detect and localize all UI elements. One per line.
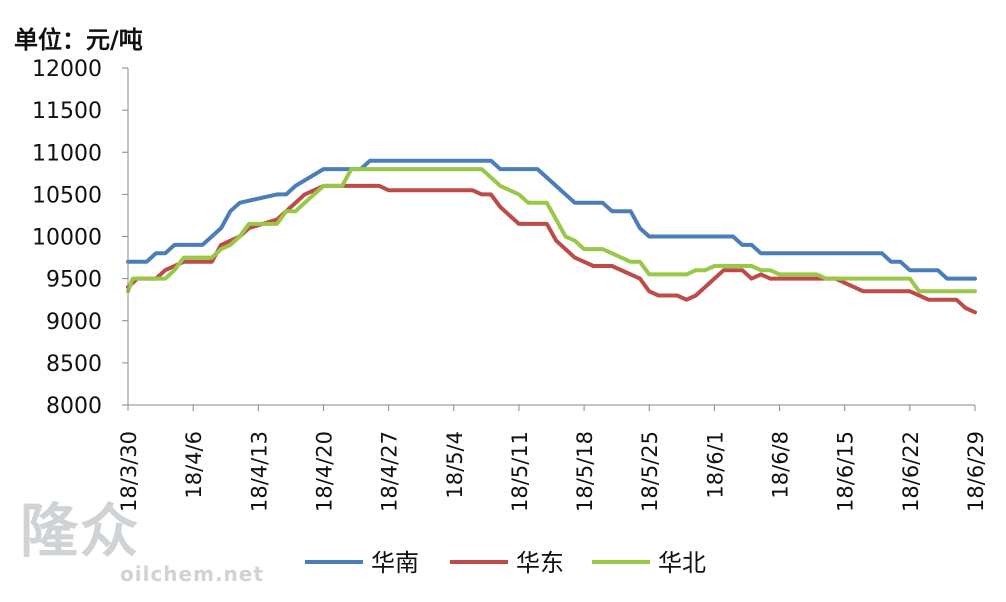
x-tick-label: 18/4/20 [312,431,336,512]
watermark-logo: 隆众 [20,497,141,565]
chart-lines [126,158,977,315]
legend-label-0: 华南 [371,549,419,577]
x-tick-label: 18/5/25 [638,431,662,512]
y-tick-label: 9000 [46,310,102,335]
y-tick-label: 10000 [32,226,102,251]
series-line-1 [126,183,977,315]
legend-label-2: 华北 [658,549,706,577]
x-tick-label: 18/6/1 [703,431,727,499]
x-tick-label: 18/4/6 [182,431,206,499]
y-tick-label: 8000 [46,394,102,419]
x-tick-label: 18/5/4 [443,431,467,499]
y-tick-label: 12000 [32,57,102,82]
y-tick-label: 11500 [32,99,102,124]
x-tick-label: 18/6/15 [834,431,858,512]
x-tick-label: 18/4/13 [247,431,271,512]
x-tick-label: 18/6/8 [769,431,793,499]
chart-legend: 华南 华东 华北 [305,549,706,577]
series-line-0 [126,158,977,281]
y-tick-label: 11000 [32,141,102,166]
y-axis-unit-label: 单位：元/吨 [14,26,143,54]
x-tick-label: 18/6/29 [964,431,988,512]
series-line-2 [126,167,977,294]
legend-label-1: 华东 [516,549,564,577]
y-tick-label: 8500 [46,352,102,377]
x-tick-label: 18/6/22 [899,431,923,512]
x-tick-label: 18/5/11 [508,431,532,512]
x-tick-label: 18/5/18 [573,431,597,512]
x-tick-label: 18/4/27 [378,431,402,512]
y-tick-label: 10500 [32,183,102,208]
watermark-url: oilchem.net [120,562,264,586]
watermark: 隆众 oilchem.net [20,500,264,586]
chart-axes: 8000 8500 9000 9500 10000 10500 11000 11500 1200… [32,57,988,512]
x-tick-label: 18/3/30 [117,431,141,512]
y-tick-label: 9500 [46,268,102,293]
